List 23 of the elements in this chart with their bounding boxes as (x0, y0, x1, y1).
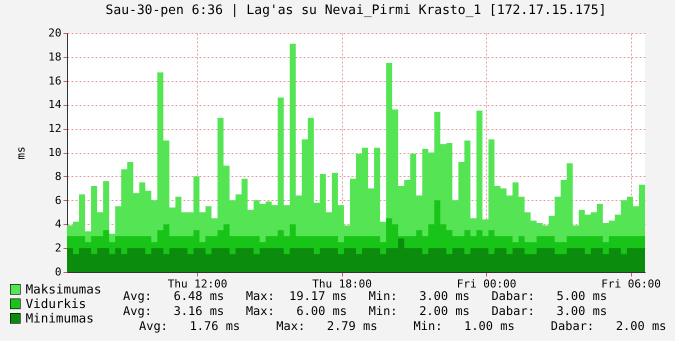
y-axis-title: ms (14, 146, 28, 160)
y-tick-label: 20 (48, 26, 62, 40)
x-tick-label: Fri 06:00 (601, 278, 661, 290)
legend-label: Minimumas (26, 310, 94, 326)
y-tick-label: 8 (54, 170, 62, 183)
y-tick-label: 10 (48, 146, 62, 159)
y-tick-label: 2 (54, 242, 62, 255)
y-tick-label: 14 (48, 98, 62, 112)
x-tick-label: Thu 12:00 (168, 278, 228, 290)
legend-label: Vidurkis (26, 296, 86, 311)
y-tick-label: 18 (48, 50, 62, 64)
text: Avg: 6.48 ms Max: 19.17 ms Min: 3.00 ms Dabar: 5.00 ms (123, 289, 608, 304)
y-tick-label: 12 (48, 122, 62, 136)
text: Avg: 1.76 ms Max: 2.79 ms Min: 1.00 ms Dabar: 2.00 ms (139, 319, 666, 334)
text: Avg: 3.16 ms Max: 6.00 ms Min: 2.00 ms Dabar: 3.00 ms (123, 304, 608, 319)
y-tick-label: 16 (48, 74, 62, 88)
x-tick-label: Thu 18:00 (312, 278, 372, 290)
chart-title: Sau-30-pen 6:36 | Lag'as su Nevai_Pirmi Krasto_1 [172.17.15.175] (106, 3, 606, 18)
y-tick-label: 0 (54, 266, 62, 278)
y-tick-label: 4 (54, 218, 62, 231)
legend-label: Maksimumas (26, 281, 102, 296)
y-tick-label: 6 (54, 194, 62, 207)
x-tick-label: Fri 00:00 (456, 278, 516, 290)
